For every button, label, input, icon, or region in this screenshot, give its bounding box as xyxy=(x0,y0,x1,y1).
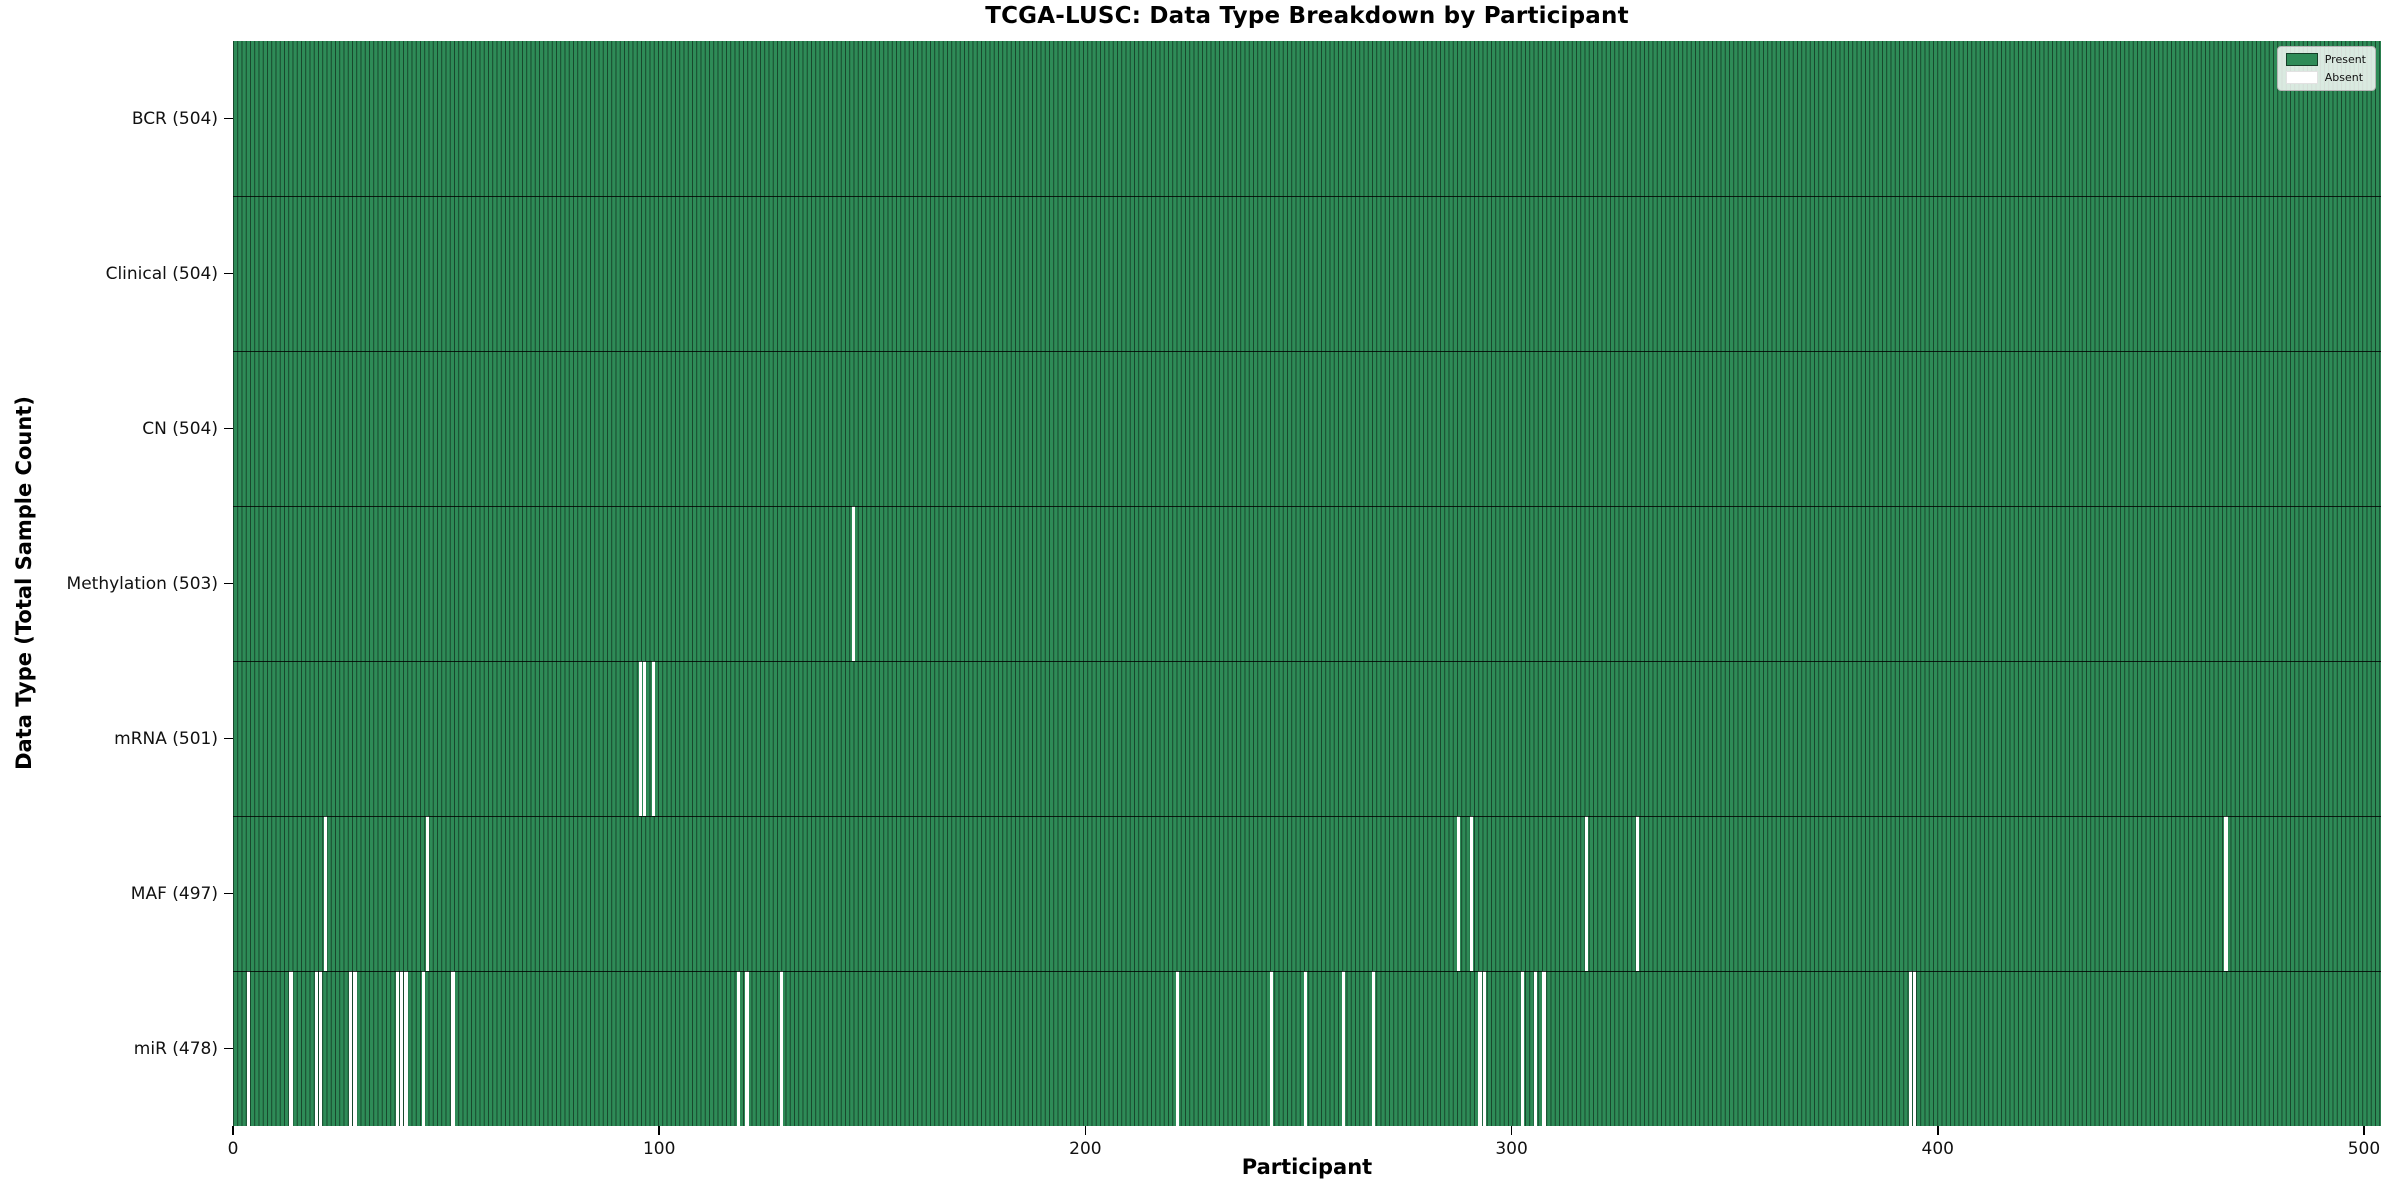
absent-mark xyxy=(1542,971,1546,1126)
bars-background xyxy=(233,41,2381,1126)
x-axis: 0 100 200 300 400 500 xyxy=(228,1126,2381,1170)
absent-mark xyxy=(1303,971,1307,1126)
absent-mark xyxy=(1478,971,1482,1126)
absent-mark xyxy=(289,971,293,1126)
y-tick-label: mRNA (501) xyxy=(114,728,218,749)
x-tick-mark xyxy=(1084,1126,1087,1135)
x-tick-mark xyxy=(1510,1126,1513,1135)
absent-mark xyxy=(1636,816,1640,971)
absent-mark xyxy=(1469,816,1474,971)
row-MAF xyxy=(233,816,2381,971)
absent-mark xyxy=(395,971,400,1126)
y-tick-mark xyxy=(224,892,233,895)
absent-mark xyxy=(421,971,425,1126)
y-tick-mark xyxy=(224,582,233,585)
chart-title: TCGA-LUSC: Data Type Breakdown by Partic… xyxy=(985,3,1629,29)
row-separator xyxy=(233,816,2381,817)
absent-mark xyxy=(353,971,357,1126)
x-tick-mark xyxy=(1936,1126,1939,1135)
absent-mark xyxy=(319,971,323,1126)
x-tick-label: 0 xyxy=(227,1139,239,1159)
row-separator xyxy=(233,506,2381,507)
y-tick-label: miR (478) xyxy=(133,1038,218,1059)
row-BCR xyxy=(233,41,2381,196)
x-tick-mark xyxy=(232,1126,234,1135)
absent-mark xyxy=(745,971,749,1126)
absent-mark xyxy=(1269,971,1273,1126)
y-tick-mark xyxy=(224,272,233,275)
absent-mark xyxy=(638,661,643,816)
row-CN xyxy=(233,351,2381,506)
legend-item-absent: Absent xyxy=(2285,71,2366,84)
row-Clinical xyxy=(233,196,2381,351)
absent-mark xyxy=(314,971,319,1126)
absent-mark xyxy=(851,506,856,661)
absent-mark xyxy=(1175,971,1180,1126)
absent-mark xyxy=(1342,971,1346,1126)
absent-mark xyxy=(779,971,783,1126)
absent-mark xyxy=(451,971,455,1126)
y-tick-label: Methylation (503) xyxy=(66,573,218,594)
y-axis: BCR (504) Clinical (504) CN (504) Methylati… xyxy=(0,41,233,1126)
x-tick-label: 100 xyxy=(642,1139,676,1159)
x-tick-label: 500 xyxy=(2347,1139,2381,1159)
legend-label-present: Present xyxy=(2324,53,2366,66)
absent-mark xyxy=(349,971,353,1126)
x-tick-label: 300 xyxy=(1495,1139,1528,1159)
absent-mark xyxy=(323,816,327,971)
row-separator xyxy=(233,351,2381,352)
absent-mark xyxy=(400,971,404,1126)
row-separator xyxy=(233,661,2381,662)
absent-mark xyxy=(651,661,655,816)
legend-label-absent: Absent xyxy=(2324,71,2364,84)
present-swatch xyxy=(2285,53,2318,66)
x-tick-mark xyxy=(2363,1126,2365,1135)
x-tick-label: 200 xyxy=(1069,1139,1102,1159)
legend: Present Absent xyxy=(2276,46,2376,91)
row-separator xyxy=(233,971,2381,972)
row-mRNA xyxy=(233,661,2381,816)
absent-mark xyxy=(643,661,647,816)
absent-mark xyxy=(404,971,408,1126)
absent-mark xyxy=(1457,816,1461,971)
row-Methylation xyxy=(233,506,2381,661)
absent-mark xyxy=(1371,971,1376,1126)
absent-mark xyxy=(1913,971,1917,1126)
y-tick-label: MAF (497) xyxy=(130,883,218,904)
y-tick-label: BCR (504) xyxy=(131,108,218,129)
absent-mark xyxy=(1533,971,1538,1126)
y-tick-mark xyxy=(224,1047,233,1050)
row-separator xyxy=(233,196,2381,197)
absent-mark xyxy=(1908,971,1913,1126)
x-tick-label: 400 xyxy=(1921,1139,1954,1159)
y-tick-mark xyxy=(224,737,233,740)
absent-mark xyxy=(425,816,430,971)
absent-mark xyxy=(246,971,251,1126)
absent-mark xyxy=(1585,816,1589,971)
row-miR xyxy=(233,971,2381,1126)
y-tick-mark xyxy=(224,117,233,120)
y-tick-mark xyxy=(224,427,233,430)
absent-mark xyxy=(2224,816,2228,971)
y-tick-label: Clinical (504) xyxy=(105,263,218,284)
y-tick-label: CN (504) xyxy=(142,418,218,439)
absent-mark xyxy=(1482,971,1486,1126)
absent-mark xyxy=(736,971,741,1126)
plot-area: Present Absent xyxy=(233,41,2381,1126)
x-tick-mark xyxy=(658,1126,660,1135)
absent-mark xyxy=(1521,971,1525,1126)
legend-item-present: Present xyxy=(2285,53,2366,66)
absent-swatch xyxy=(2285,71,2318,84)
x-axis-title: Participant xyxy=(1241,1155,1373,1179)
